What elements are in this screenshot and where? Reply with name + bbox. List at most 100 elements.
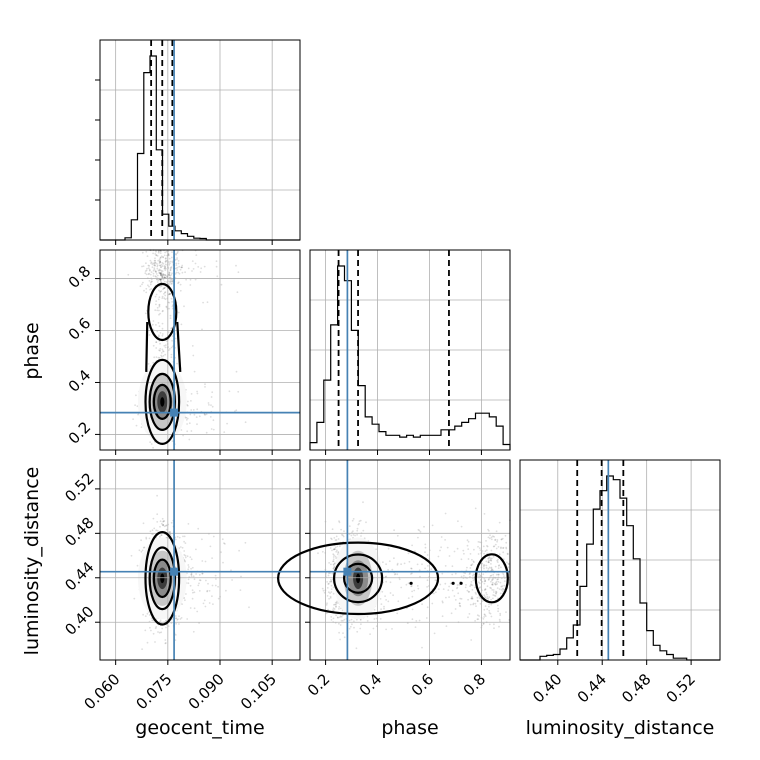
scatter-point [160, 274, 162, 276]
scatter-point [192, 268, 195, 270]
scatter-point [179, 546, 182, 548]
scatter-point [481, 600, 484, 602]
x-axis-title-geocent-time: geocent_time [135, 717, 264, 739]
scatter-point [384, 576, 387, 578]
scatter-point [495, 580, 498, 583]
scatter-point [156, 264, 159, 267]
scatter-point [164, 266, 166, 269]
scatter-point [483, 589, 486, 591]
scatter-point [486, 585, 489, 588]
tick-label-x-geocent-time: 0.090 [185, 670, 228, 713]
scatter-point [150, 629, 152, 632]
scatter-point [468, 573, 471, 575]
scatter-point [414, 550, 416, 553]
scatter-point [342, 619, 344, 622]
scatter-point [454, 599, 457, 601]
frame-panel-phase-vs-luminosity-distance [309, 459, 511, 661]
scatter-point [329, 580, 331, 583]
scatter-point [192, 591, 194, 594]
scatter-point [373, 618, 376, 620]
scatter-point [160, 281, 163, 284]
scatter-point [185, 419, 188, 421]
scatter-point [359, 627, 362, 630]
scatter-point [334, 603, 336, 606]
scatter-point [170, 266, 173, 268]
scatter-point [434, 579, 437, 582]
scatter-point [170, 327, 173, 330]
scatter-point [137, 413, 140, 416]
scatter-point [167, 293, 170, 296]
scatter-point [444, 565, 447, 567]
scatter-point [154, 259, 157, 262]
scatter-point [333, 608, 336, 610]
scatter-point [193, 370, 196, 373]
scatter-point [174, 639, 177, 641]
scatter-point [337, 616, 339, 619]
scatter-point [155, 273, 158, 275]
scatter-point [150, 262, 152, 265]
scatter-point [497, 578, 499, 581]
scatter-point [495, 530, 498, 533]
scatter-point [394, 573, 397, 575]
scatter-point [351, 623, 353, 626]
scatter-point [439, 583, 442, 586]
scatter-point [492, 535, 494, 538]
tick-label-y-phase: 0.6 [65, 314, 95, 344]
tick-label-x-luminosity-distance: 0.48 [618, 670, 654, 706]
scatter-point [332, 609, 335, 612]
scatter-point [230, 569, 232, 572]
scatter-point [183, 305, 185, 308]
scatter-point [157, 269, 160, 272]
scatter-point [165, 619, 168, 622]
scatter-point [178, 536, 181, 539]
scatter-point [187, 582, 190, 585]
scatter-point [330, 616, 333, 618]
scatter-point [169, 314, 172, 317]
tick-label-x-luminosity-distance: 0.40 [529, 670, 565, 706]
scatter-point [410, 567, 413, 570]
scatter-point [359, 519, 362, 522]
scatter-point [144, 270, 147, 272]
scatter-point [338, 622, 340, 625]
tick-label-y-phase: 0.4 [65, 366, 95, 396]
y-axis-title-phase: phase [21, 322, 43, 379]
scatter-point [362, 501, 364, 504]
scatter-point [388, 560, 391, 563]
scatter-point [184, 542, 187, 544]
scatter-point [476, 614, 479, 617]
scatter-point [479, 541, 481, 543]
scatter-point [153, 262, 156, 265]
scatter-point [459, 605, 462, 608]
scatter-point [323, 591, 326, 594]
scatter-point [169, 269, 172, 271]
scatter-point [145, 291, 148, 294]
scatter-point [387, 547, 390, 550]
scatter-point [158, 262, 161, 265]
scatter-point [343, 618, 346, 621]
scatter-point [503, 575, 505, 577]
scatter-point [141, 549, 144, 552]
scatter-point [417, 528, 420, 531]
scatter-point [168, 280, 170, 283]
scatter-point [188, 438, 191, 441]
scatter-point [202, 301, 205, 304]
tick-label-x-geocent-time: 0.075 [133, 670, 176, 713]
scatter-point [152, 344, 155, 347]
scatter-point [343, 636, 346, 639]
scatter-point [162, 262, 165, 265]
scatter-point [165, 620, 167, 622]
scatter-point [194, 262, 197, 265]
scatter-point [454, 608, 457, 610]
scatter-point [148, 268, 151, 271]
scatter-point [487, 561, 490, 563]
scatter-point [170, 356, 173, 359]
scatter-point [333, 603, 335, 606]
scatter-point [141, 648, 144, 650]
scatter-point [329, 597, 332, 599]
scatter-point [161, 297, 164, 299]
scatter-point [487, 528, 489, 531]
scatter-point [146, 612, 149, 615]
scatter-point [458, 584, 461, 586]
scatter-point [327, 574, 330, 577]
